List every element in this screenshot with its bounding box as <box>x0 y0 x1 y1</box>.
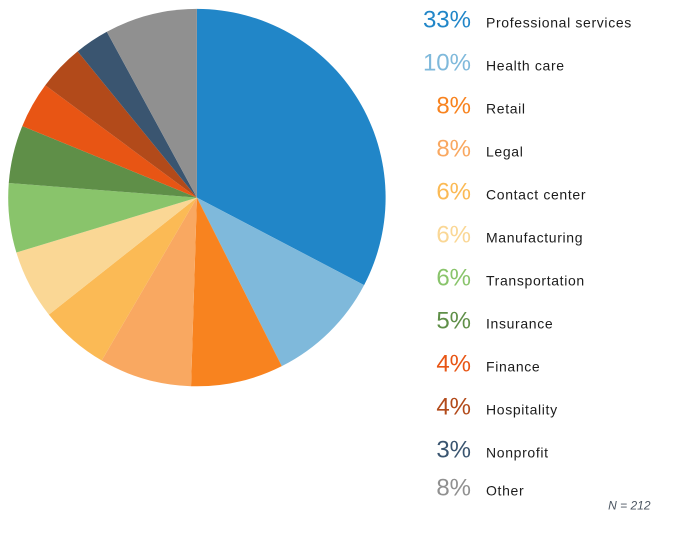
svg-text:4%: 4% <box>436 351 471 378</box>
svg-text:33%: 33% <box>423 7 471 34</box>
svg-text:10%: 10% <box>423 50 471 77</box>
svg-text:Finance: Finance <box>486 359 540 375</box>
svg-text:Manufacturing: Manufacturing <box>486 230 583 246</box>
svg-text:Other: Other <box>486 483 524 499</box>
svg-text:6%: 6% <box>436 179 471 206</box>
svg-text:Contact center: Contact center <box>486 187 586 203</box>
svg-text:Transportation: Transportation <box>486 273 585 289</box>
svg-text:8%: 8% <box>436 136 471 163</box>
svg-text:Nonprofit: Nonprofit <box>486 445 549 461</box>
svg-text:8%: 8% <box>436 475 471 502</box>
svg-text:8%: 8% <box>436 93 471 120</box>
svg-text:4%: 4% <box>436 394 471 421</box>
svg-text:Professional services: Professional services <box>486 15 632 31</box>
svg-text:Insurance: Insurance <box>486 316 553 332</box>
svg-text:Retail: Retail <box>486 101 526 117</box>
svg-text:N = 212: N = 212 <box>608 499 651 513</box>
svg-text:6%: 6% <box>436 222 471 249</box>
svg-text:5%: 5% <box>436 308 471 335</box>
svg-text:6%: 6% <box>436 265 471 292</box>
svg-text:Legal: Legal <box>486 144 524 160</box>
svg-text:Hospitality: Hospitality <box>486 402 558 418</box>
svg-text:3%: 3% <box>436 437 471 464</box>
svg-text:Health care: Health care <box>486 58 565 74</box>
